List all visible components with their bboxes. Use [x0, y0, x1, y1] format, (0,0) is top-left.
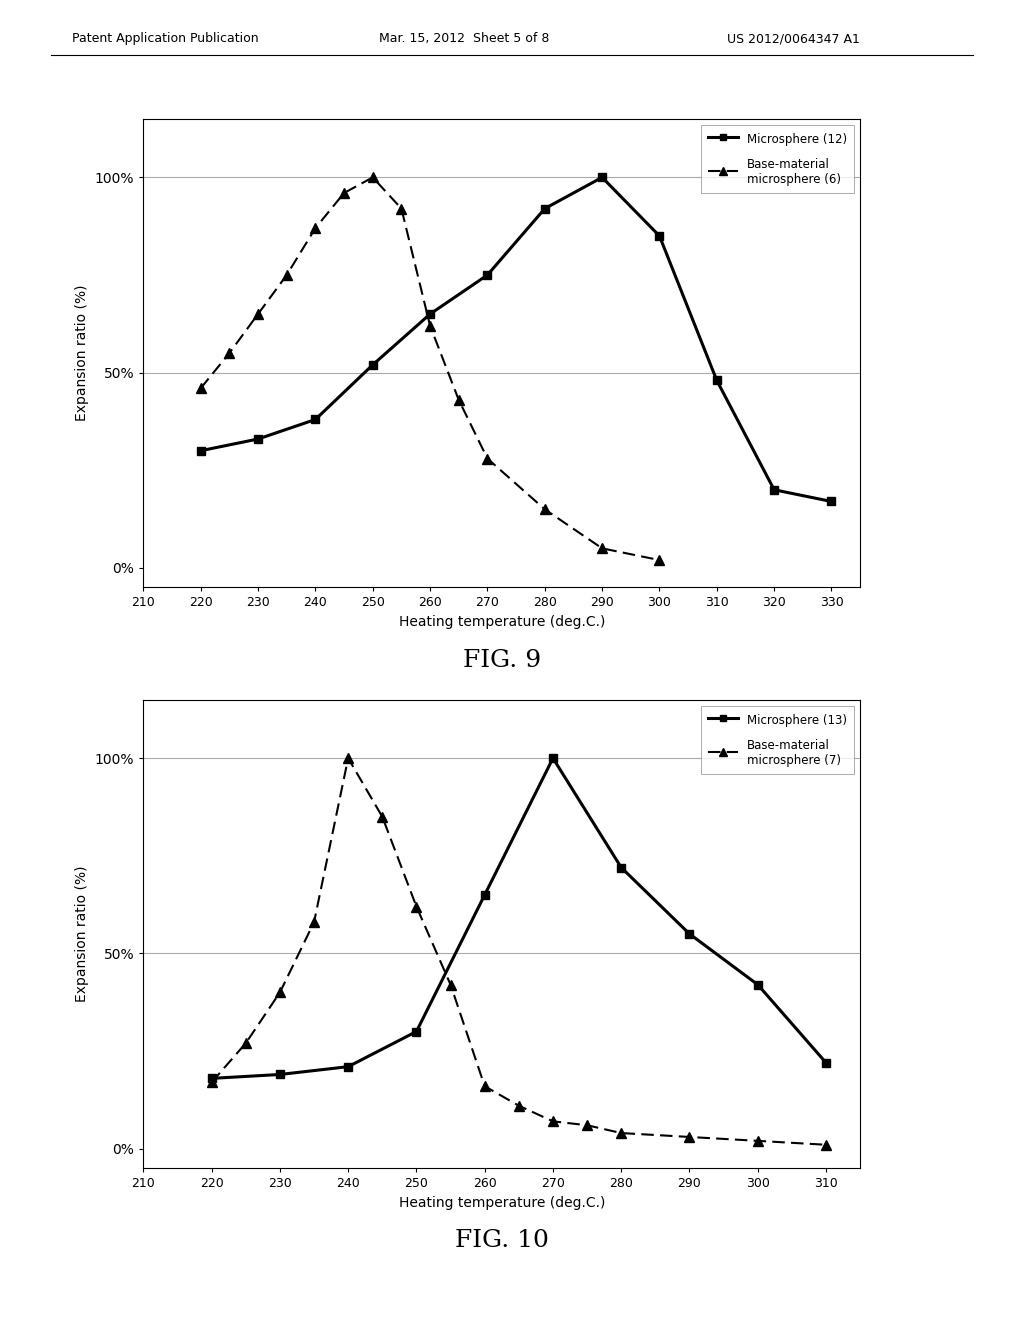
Text: Patent Application Publication: Patent Application Publication — [72, 32, 258, 45]
Y-axis label: Expansion ratio (%): Expansion ratio (%) — [76, 866, 89, 1002]
Text: FIG. 9: FIG. 9 — [463, 648, 541, 672]
X-axis label: Heating temperature (deg.C.): Heating temperature (deg.C.) — [398, 615, 605, 630]
Text: Mar. 15, 2012  Sheet 5 of 8: Mar. 15, 2012 Sheet 5 of 8 — [379, 32, 549, 45]
Text: FIG. 10: FIG. 10 — [455, 1229, 549, 1253]
Y-axis label: Expansion ratio (%): Expansion ratio (%) — [76, 285, 89, 421]
Legend: Microsphere (12), Base-material
microsphere (6): Microsphere (12), Base-material microsph… — [701, 124, 854, 193]
Legend: Microsphere (13), Base-material
microsphere (7): Microsphere (13), Base-material microsph… — [701, 705, 854, 774]
X-axis label: Heating temperature (deg.C.): Heating temperature (deg.C.) — [398, 1196, 605, 1210]
Text: US 2012/0064347 A1: US 2012/0064347 A1 — [727, 32, 860, 45]
